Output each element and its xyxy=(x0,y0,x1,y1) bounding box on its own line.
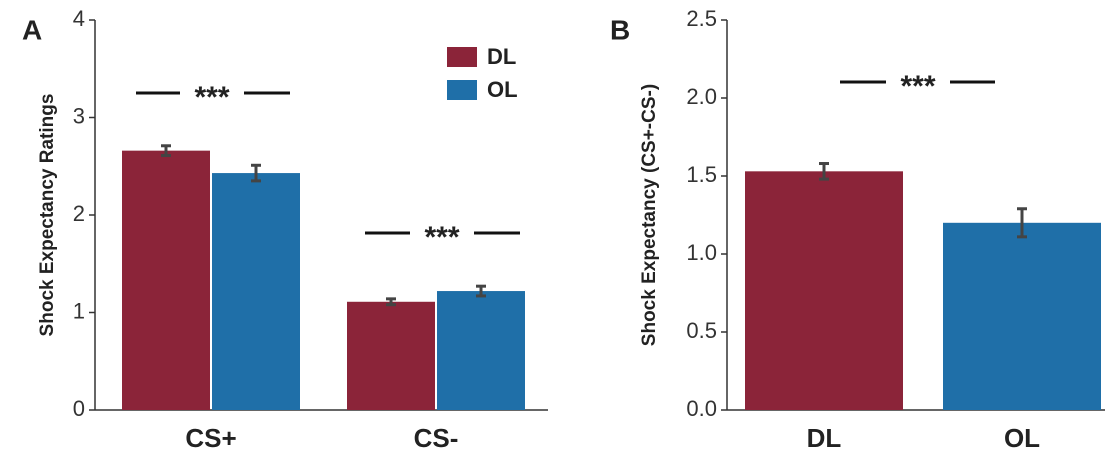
bar xyxy=(347,301,435,410)
bar xyxy=(437,291,525,410)
legend-label: OL xyxy=(487,77,518,102)
y-tick-label: 4 xyxy=(73,6,85,31)
significance-gap xyxy=(410,218,474,248)
panel-label: B xyxy=(610,14,630,45)
y-axis-label: Shock Expectancy (CS+-CS-) xyxy=(639,84,660,346)
y-tick-label: 0 xyxy=(73,396,85,421)
y-tick-label: 2.5 xyxy=(686,6,717,31)
panel-label: A xyxy=(22,14,42,45)
error-bar xyxy=(161,144,171,158)
significance-stars: *** xyxy=(424,221,459,254)
y-tick-label: 0.5 xyxy=(686,318,717,343)
x-tick-label: DL xyxy=(807,423,842,453)
error-bar xyxy=(819,162,829,181)
y-tick-label: 1.5 xyxy=(686,162,717,187)
significance-gap xyxy=(180,78,244,108)
bar xyxy=(122,150,210,410)
y-tick-label: 3 xyxy=(73,103,85,128)
significance-stars: *** xyxy=(900,70,935,103)
error-bar xyxy=(386,297,396,307)
x-tick-label: CS+ xyxy=(185,423,236,453)
y-tick-label: 1 xyxy=(73,298,85,323)
significance-stars: *** xyxy=(194,81,229,114)
error-bar xyxy=(1017,207,1027,239)
legend-label: DL xyxy=(487,44,516,69)
x-tick-label: CS- xyxy=(414,423,459,453)
y-tick-label: 2 xyxy=(73,201,85,226)
y-tick-label: 0.0 xyxy=(686,396,717,421)
legend-swatch xyxy=(447,47,477,67)
bar xyxy=(745,171,903,410)
bar xyxy=(212,173,300,410)
y-tick-label: 2.0 xyxy=(686,84,717,109)
error-bar xyxy=(251,163,261,183)
x-tick-label: OL xyxy=(1004,423,1040,453)
bar xyxy=(943,222,1101,410)
significance-gap xyxy=(886,67,950,97)
legend-swatch xyxy=(447,80,477,100)
y-axis-label: Shock Expectancy Ratings xyxy=(37,94,58,337)
error-bar xyxy=(476,284,486,298)
y-tick-label: 1.0 xyxy=(686,240,717,265)
